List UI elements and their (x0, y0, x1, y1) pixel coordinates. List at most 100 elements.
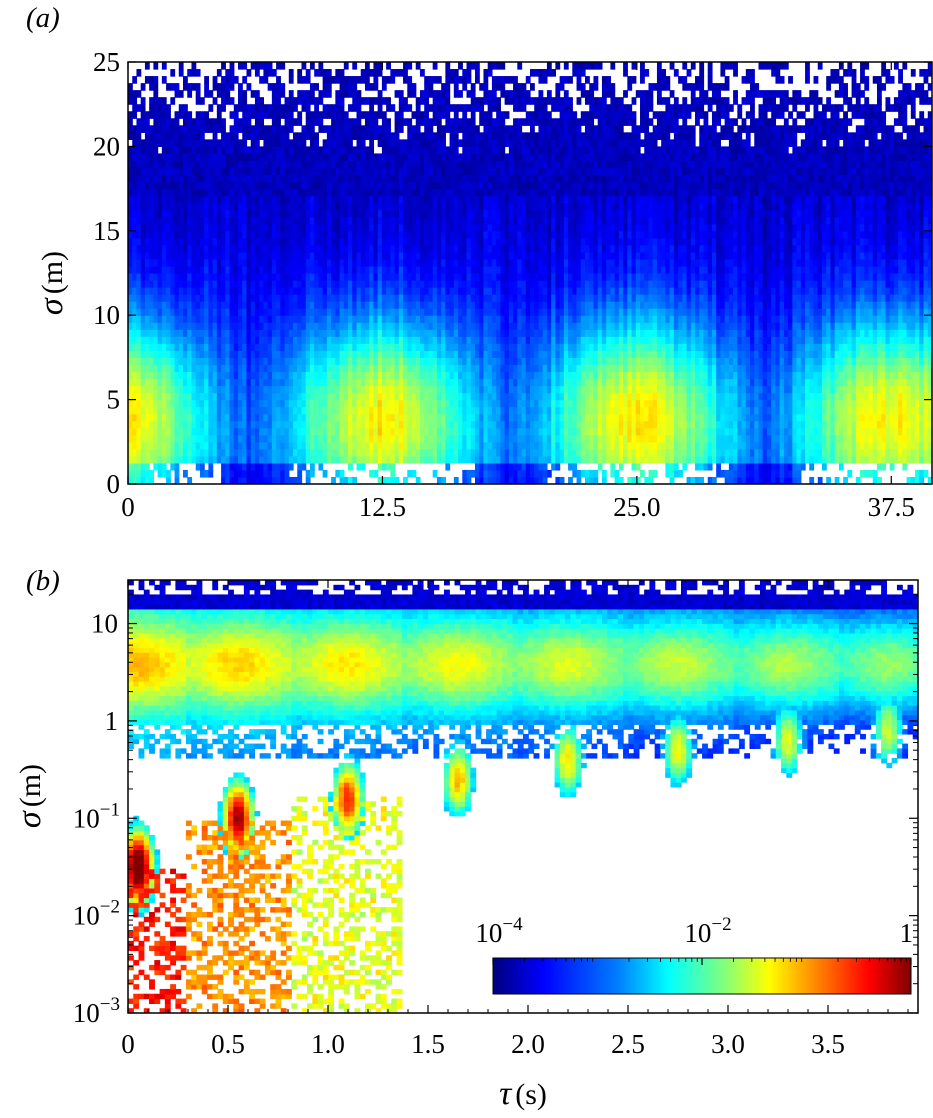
heat-cell-a (208, 357, 214, 366)
heat-cell-a (263, 336, 269, 344)
heat-cell-a (280, 392, 286, 401)
heat-cell-a (166, 378, 171, 387)
heat-cell-a (293, 146, 298, 155)
heat-cell-a (403, 301, 408, 309)
heat-cell-a (242, 427, 248, 436)
heat-cell-a (458, 118, 463, 126)
heat-cell-a (238, 420, 243, 429)
heat-cell-a (364, 153, 370, 162)
heat-cell-a (191, 329, 197, 337)
heat-cell-a (128, 406, 133, 415)
heat-cell-a (432, 265, 438, 274)
heat-cell-a (216, 371, 222, 380)
heat-cell-a (364, 385, 370, 394)
heat-cell-a (280, 223, 286, 232)
heat-cell-a (504, 237, 510, 246)
heat-cell-a (132, 153, 138, 162)
heat-cell-a (170, 308, 176, 316)
heat-cell-a (479, 273, 485, 281)
heat-cell-a (377, 357, 383, 366)
heat-cell-a (432, 258, 438, 267)
heat-cell-a (364, 97, 370, 105)
heat-cell-a (411, 455, 417, 464)
heat-cell-a (246, 153, 252, 162)
heat-cell-a (449, 188, 455, 197)
heat-cell-a (267, 392, 273, 401)
heat-cell-a (195, 223, 201, 232)
heat-cell-a (432, 308, 438, 316)
heat-cell-a (132, 406, 138, 415)
heat-cell-a (428, 301, 434, 309)
heat-cell-a (381, 273, 387, 281)
heat-cell-a (263, 399, 269, 408)
heat-cell-a (250, 462, 256, 471)
heat-cell-a (479, 378, 485, 387)
heat-cell-a (453, 265, 459, 274)
heat-cell-a (140, 244, 146, 253)
heat-cell-a (128, 83, 133, 91)
heat-cell-a (233, 167, 239, 176)
heat-cell-a (271, 406, 277, 415)
heat-cell-a (267, 280, 273, 288)
heat-cell-a (462, 160, 468, 169)
heat-cell-a (225, 294, 231, 302)
heat-cell-a (356, 413, 362, 422)
heat-cell-a (288, 294, 294, 302)
heat-cell-a (403, 251, 408, 260)
heat-cell-a (373, 350, 379, 358)
heat-cell-a (157, 455, 163, 464)
heat-cell-a (170, 132, 176, 140)
heat-cell-a (246, 251, 252, 260)
heat-cell-a (381, 146, 387, 155)
heat-cell-a (208, 343, 214, 351)
heat-cell-a (183, 273, 188, 281)
heat-cell-a (174, 371, 180, 380)
heat-cell-a (178, 251, 184, 260)
heat-cell-a (491, 104, 497, 112)
heat-cell-a (487, 343, 493, 351)
heat-cell-a (305, 385, 311, 394)
heat-cell-a (496, 322, 501, 330)
heat-cell-a (504, 462, 510, 471)
heat-cell-a (238, 83, 243, 91)
heat-cell-a (288, 223, 294, 232)
heat-cell-a (195, 420, 201, 429)
heat-cell-a (263, 448, 269, 457)
heat-cell-a (187, 153, 193, 162)
heat-cell-a (216, 104, 222, 112)
heat-cell-a (157, 406, 163, 415)
heat-cell-a (293, 336, 298, 344)
heat-cell-a (263, 265, 269, 274)
heat-cell-a (386, 97, 391, 105)
heat-cell-a (276, 181, 281, 190)
heat-cell-a (238, 287, 243, 295)
heat-cell-a (305, 76, 311, 84)
heat-cell-a (140, 364, 146, 373)
heat-cell-a (293, 174, 298, 183)
heat-cell-a (233, 160, 239, 169)
heat-cell-a (449, 146, 455, 155)
heat-cell-a (381, 280, 387, 288)
heat-cell-a (263, 350, 269, 358)
heat-cell-a (259, 174, 265, 183)
heat-cell-a (161, 322, 167, 330)
heat-cell-a (369, 469, 375, 478)
heat-cell-a (229, 406, 235, 415)
heat-cell-a (221, 195, 226, 204)
heat-cell-a (191, 280, 197, 288)
heat-cell-a (204, 392, 209, 401)
heat-cell-a (250, 160, 256, 169)
heat-cell-a (280, 153, 286, 162)
heat-cell-a (271, 125, 277, 133)
heat-cell-a (479, 216, 485, 225)
heat-cell-a (259, 76, 265, 84)
heat-cell-a (149, 223, 154, 232)
heat-cell-a (445, 378, 451, 387)
heat-cell-a (140, 294, 146, 302)
heat-cell-a (216, 315, 222, 323)
heat-cell-a (293, 315, 298, 323)
heat-cell-a (496, 104, 501, 112)
heat-cell-a (225, 322, 231, 330)
heat-cell-a (183, 357, 188, 366)
heat-cell-a (360, 139, 366, 147)
